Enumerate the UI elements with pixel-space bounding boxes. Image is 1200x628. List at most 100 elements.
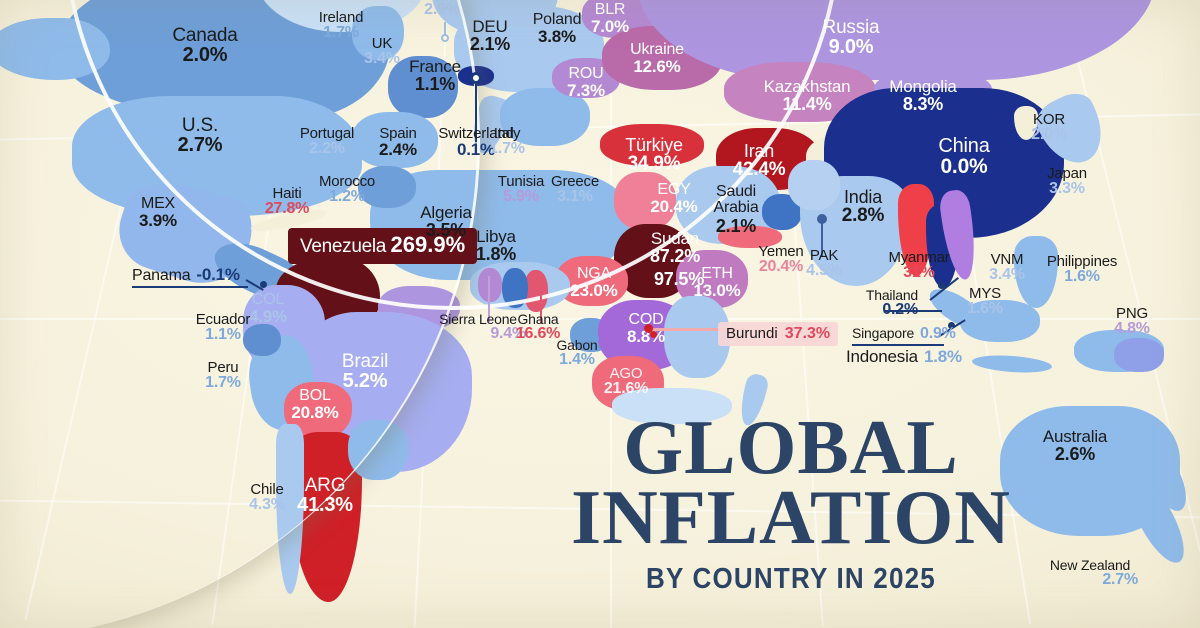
label-panama-name: Panama	[132, 267, 191, 284]
label-haiti: Haiti 27.8%	[256, 186, 318, 218]
label-ago: AGO 21.6%	[600, 366, 652, 398]
label-png: PNG 4.8%	[1110, 306, 1154, 338]
label-png-name: PNG	[1116, 305, 1148, 322]
label-deu-value: 2.1%	[469, 34, 511, 55]
label-peru-value: 1.7%	[205, 374, 241, 392]
label-switzerland-value: 0.1%	[457, 140, 495, 160]
label-panama-value: -0.1%	[196, 265, 240, 284]
label-burundi-value: 37.3%	[784, 325, 831, 342]
label-thailand: Thailand 0.2%	[852, 288, 918, 319]
label-libya: Libya 1.8%	[468, 228, 524, 264]
label-pak-value: 4.5%	[806, 262, 842, 280]
page-title-line1: GLOBAL	[623, 404, 959, 490]
label-deu-name: DEU	[472, 17, 508, 36]
label-ukraine-name: Ukraine	[630, 41, 684, 58]
label-ecuador-value: 1.1%	[205, 326, 241, 344]
label-haiti-name: Haiti	[272, 185, 302, 202]
label-mongolia-name: Mongolia	[889, 77, 957, 96]
label-col-name: COL	[251, 291, 285, 308]
label-blr-value: 7.0%	[591, 17, 629, 37]
label-greece-name: Greece	[551, 173, 599, 190]
label-rou-value: 7.3%	[567, 81, 605, 101]
label-chile: Chile 4.3%	[240, 482, 294, 514]
label-brazil-value: 5.2%	[342, 370, 388, 393]
label-panama: Panama -0.1%	[132, 266, 240, 284]
label-spain: Spain 2.4%	[372, 126, 424, 159]
label-arg-value: 41.3%	[297, 494, 353, 517]
label-france-name: France	[409, 57, 461, 76]
label-morocco-value: 1.2%	[329, 188, 365, 206]
label-indonesia-value: 1.8%	[923, 347, 962, 366]
label-new-zealand: New Zealand 2.7%	[1042, 558, 1138, 589]
label-bol-name: BOL	[299, 387, 331, 404]
label-indonesia-name: Indonesia	[846, 347, 918, 366]
label-arg: ARG 41.3%	[294, 476, 356, 516]
label-sudan-value: 87.2%	[649, 246, 701, 267]
label-eth-value: 13.0%	[693, 281, 741, 301]
label-png-value: 4.8%	[1114, 320, 1150, 338]
label-indonesia: Indonesia 1.8%	[846, 347, 962, 366]
label-australia: Australia 2.6%	[1032, 428, 1118, 464]
label-mongolia: Mongolia 8.3%	[880, 78, 966, 114]
label-chile-name: Chile	[250, 481, 284, 498]
label-eth-name: ETH	[701, 265, 733, 282]
label-myanmar-value: 31%	[903, 264, 935, 282]
label-rou-name: ROU	[568, 65, 604, 82]
label-greece: Greece 3.1%	[544, 174, 606, 206]
label-ecuador-name: Ecuador	[195, 311, 251, 328]
label-spain-name: Spain	[379, 125, 417, 142]
label-switzerland-name: Switzerland	[438, 125, 514, 142]
label-saudi-arabia-name2: Arabia	[713, 199, 759, 217]
label-libya-name: Libya	[476, 227, 516, 246]
label-yemen-value: 20.4%	[758, 258, 804, 276]
label-italy-value: 1.7%	[489, 140, 525, 158]
label-us-value: 2.7%	[177, 134, 223, 157]
page-subtitle: BY COUNTRY IN 2025	[646, 561, 936, 596]
label-brazil-name: Brazil	[341, 351, 389, 372]
label-kazakhstan-name: Kazakhstan	[763, 77, 851, 96]
label-tunisia: Tunisia 5.9%	[490, 174, 552, 206]
label-nga: NGA 23.0%	[566, 265, 622, 299]
label-col: COL 4.9%	[244, 291, 292, 327]
label-ireland: Ireland 1.7%	[310, 10, 372, 42]
label-vnm-name: VNM	[990, 251, 1024, 268]
label-algeria: Algeria 3.5%	[408, 204, 484, 240]
label-myanmar: Myanmar 31%	[882, 250, 956, 282]
label-sierraleone: Sierra Leone 9.4%	[430, 312, 526, 343]
label-cod: COD 8.8%	[622, 311, 670, 345]
label-sudan-name: Sudan	[650, 229, 700, 248]
label-thailand-value: 0.2%	[882, 301, 918, 319]
label-mys: MYS 1.6%	[964, 286, 1006, 318]
label-poland: Poland 3.8%	[524, 11, 590, 45]
label-italy: Italy 1.7%	[484, 126, 530, 158]
label-arg-name: ARG	[304, 475, 346, 496]
callout-burundi: Burundi 37.3%	[718, 322, 839, 346]
label-venezuela-name: Venezuela	[300, 236, 387, 257]
label-singapore-value: 0.9%	[920, 325, 956, 342]
label-australia-name: Australia	[1042, 427, 1108, 446]
label-netherlands: 2.9%	[420, 1, 464, 18]
label-egy-name: EGY	[657, 181, 691, 198]
label-tunisia-value: 5.9%	[503, 188, 539, 206]
label-turkiye-name: Türkiye	[625, 135, 683, 155]
label-saudi-arabia-value: 2.1%	[715, 215, 757, 236]
label-singapore: Singapore 0.9%	[852, 325, 956, 342]
label-india-name: India	[843, 187, 883, 207]
label-kor-name: KOR	[1033, 111, 1065, 128]
label-canada: Canada 2.0%	[150, 26, 260, 66]
label-philippines-name: Philippines	[1046, 253, 1118, 270]
label-bol-value: 20.8%	[291, 403, 339, 423]
label-haiti-value: 27.8%	[264, 200, 310, 218]
label-morocco-name: Morocco	[318, 173, 376, 190]
label-china: China 0.0%	[928, 136, 1000, 178]
label-iran-name: Iran	[743, 141, 775, 161]
label-portugal-name: Portugal	[299, 125, 355, 142]
label-col-value: 4.9%	[249, 307, 287, 327]
label-south-sudan: 97.5%	[646, 270, 712, 289]
label-switzerland: Switzerland 0.1%	[424, 126, 528, 159]
label-japan-name: Japan	[1047, 165, 1087, 182]
label-japan-value: 3.3%	[1049, 180, 1085, 198]
label-saudi-arabia-name1: Saudi	[716, 183, 756, 200]
label-france-value: 1.1%	[414, 74, 456, 95]
